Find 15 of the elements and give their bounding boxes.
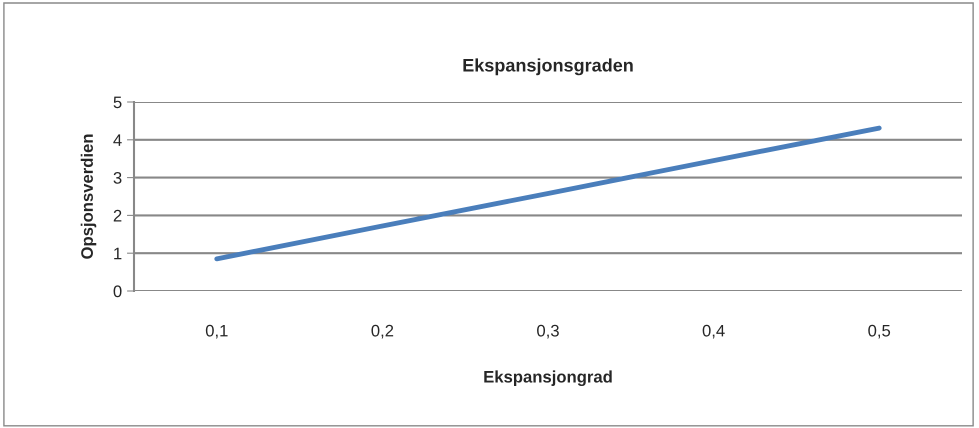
chart-title: Ekspansjonsgraden <box>463 58 633 76</box>
y-axis-title: Opsjonsverdien <box>80 134 96 259</box>
x-tick-label: 0,3 <box>537 324 559 339</box>
x-tick-label: 0,1 <box>206 324 228 339</box>
y-tick-label: 3 <box>114 172 122 184</box>
y-tick-label: 0 <box>114 285 122 298</box>
line-series <box>214 126 882 262</box>
y-tick-label: 4 <box>113 134 122 146</box>
x-tick-label: 0,5 <box>868 324 890 339</box>
y-tick-label: 2 <box>114 210 122 222</box>
y-tick-label: 5 <box>114 96 122 108</box>
y-tick-label: 1 <box>114 248 122 260</box>
x-tick-label: 0,4 <box>702 324 725 339</box>
x-tick-label: 0,2 <box>371 324 394 339</box>
x-axis-title: Ekspansjongrad <box>484 370 612 386</box>
